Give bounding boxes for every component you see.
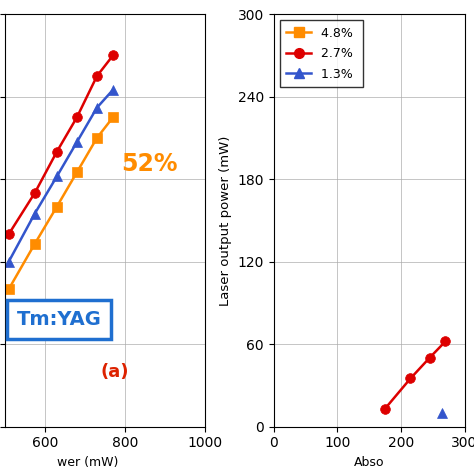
Text: Tm:YAG: Tm:YAG: [17, 310, 101, 329]
Text: 52%: 52%: [121, 152, 177, 176]
X-axis label: Abso: Abso: [354, 456, 384, 469]
Text: (a): (a): [100, 363, 129, 381]
Legend: 4.8% , 2.7% , 1.3% : 4.8% , 2.7% , 1.3%: [280, 20, 363, 87]
Y-axis label: Laser output power (mW): Laser output power (mW): [219, 135, 232, 306]
Text: wer (mW): wer (mW): [57, 456, 118, 469]
